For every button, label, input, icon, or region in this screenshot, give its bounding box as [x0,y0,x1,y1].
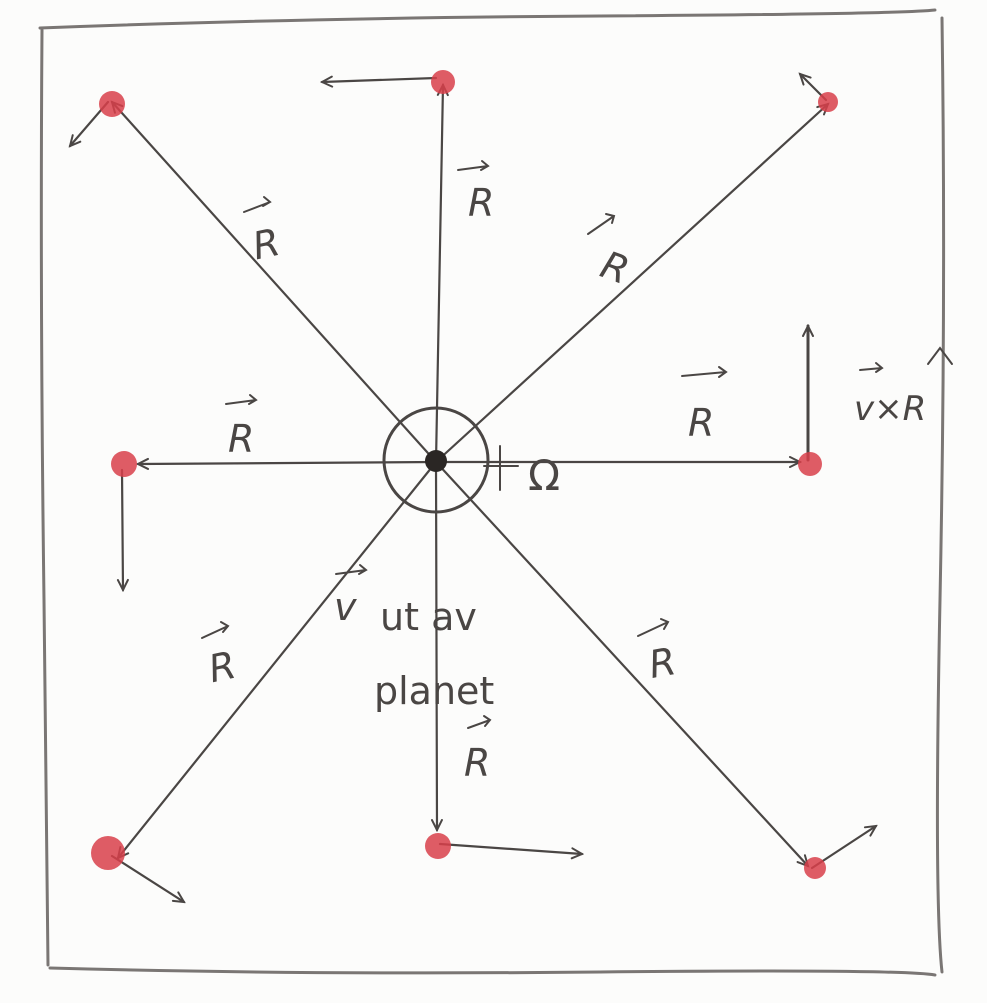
r-label-bottom: R [464,715,492,785]
v-velocity-note: v ut av planet [334,564,494,713]
svg-text:R: R [688,401,714,445]
r-label-right: R [681,366,728,445]
planets [91,70,838,879]
radius-vector-down [436,460,437,830]
r-label-bottom-left: R [201,621,240,692]
svg-text:R: R [228,417,254,461]
v-cross-r-label: v×R [854,346,953,429]
svg-text:v×R: v×R [854,389,926,429]
r-label-top-right: R [587,213,635,293]
velocity-arrow-bottom-left [110,854,184,902]
center-dot [425,450,447,472]
velocity-arrow-top [322,78,438,82]
velocity-arrows [70,74,876,902]
r-label-left: R [225,394,258,461]
svg-text:planet: planet [374,669,494,713]
planet-top-left [99,91,125,117]
r-label-top: R [457,160,494,225]
radius-vector-up [434,85,443,464]
svg-text:R: R [464,741,490,785]
omega-label: Ω [483,445,560,500]
svg-text:Ω: Ω [528,451,560,500]
planet-right [798,452,822,476]
planet-bottom-right [804,857,826,879]
velocity-arrow-bottom [438,842,582,854]
radius-vector-down-right [434,460,808,866]
radius-vector-up-right [434,104,828,464]
rotation-axis-circle [382,406,490,514]
planet-bottom-left [91,836,125,870]
radius-vector-left [138,462,438,464]
radius-vector-down-left [118,460,438,858]
radius-vector-up-left [112,102,438,464]
planet-left [111,451,137,477]
svg-text:R: R [468,181,494,225]
velocity-arrow-left [122,468,123,590]
planet-top-right [818,92,838,112]
svg-text:R: R [205,643,240,692]
svg-text:v: v [334,585,357,629]
radius-vectors [112,85,828,866]
planet-top [431,70,455,94]
r-label-bottom-right: R [637,618,680,687]
svg-text:R: R [646,639,680,687]
frame-border [38,8,946,977]
svg-text:ut av: ut av [380,595,477,639]
planet-bottom [425,833,451,859]
r-label-top-left: R [243,196,284,268]
